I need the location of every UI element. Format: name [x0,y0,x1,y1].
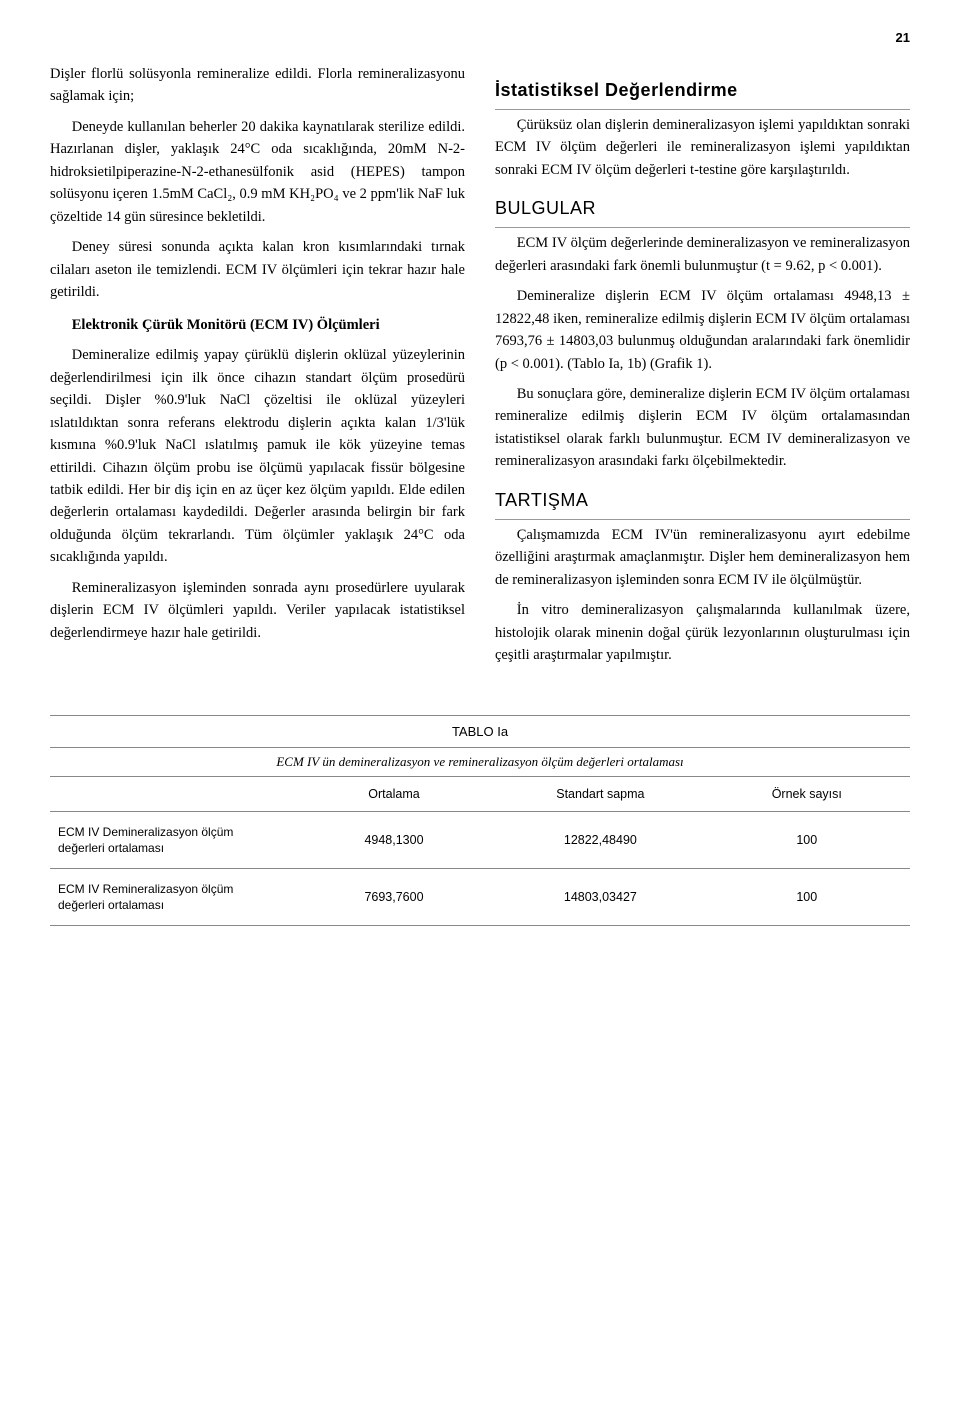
table-cell: 4948,1300 [291,811,497,868]
paragraph: ECM IV ölçüm değerlerinde demineralizasy… [495,232,910,277]
paragraph: Demineralize dişlerin ECM IV ölçüm ortal… [495,285,910,375]
table-header: Örnek sayısı [704,777,910,812]
table-row: ECM IV Remineralizasyon ölçüm değerleri … [50,868,910,925]
paragraph: Deney süresi sonunda açıkta kalan kron k… [50,236,465,303]
text-columns: Dişler florlü solüsyonla remineralize ed… [50,63,910,675]
table-1a-wrap: TABLO Ia ECM IV ün demineralizasyon ve r… [50,715,910,927]
table-cell: 100 [704,868,910,925]
table-title: TABLO Ia [50,715,910,739]
paragraph: Çürüksüz olan dişlerin demineralizasyon … [495,114,910,181]
table-subtitle: ECM IV ün demineralizasyon ve reminerali… [50,747,910,777]
table-1a: Ortalama Standart sapma Örnek sayısı ECM… [50,777,910,927]
table-header: Ortalama [291,777,497,812]
table-cell: 100 [704,811,910,868]
paragraph: Deneyde kullanılan beherler 20 dakika ka… [50,116,465,228]
table-header [50,777,291,812]
table-cell: 7693,7600 [291,868,497,925]
table-header-row: Ortalama Standart sapma Örnek sayısı [50,777,910,812]
table-cell: 14803,03427 [497,868,703,925]
paragraph: Dişler florlü solüsyonla remineralize ed… [50,63,465,108]
paragraph: Bu sonuçlara göre, demineralize dişlerin… [495,383,910,473]
table-row: ECM IV Demineralizasyon ölçüm değerleri … [50,811,910,868]
paragraph: Remineralizasyon işleminden sonrada aynı… [50,577,465,644]
table-cell: ECM IV Demineralizasyon ölçüm değerleri … [50,811,291,868]
table-cell: 12822,48490 [497,811,703,868]
heading-statistical-evaluation: İstatistiksel Değerlendirme [495,77,910,110]
heading-findings: BULGULAR [495,195,910,228]
table-header: Standart sapma [497,777,703,812]
table-cell: ECM IV Remineralizasyon ölçüm değerleri … [50,868,291,925]
paragraph: Çalışmamızda ECM IV'ün remineralizasyonu… [495,524,910,591]
right-column: İstatistiksel Değerlendirme Çürüksüz ola… [495,63,910,675]
subheading-ecm-measurements: Elektronik Çürük Monitörü (ECM IV) Ölçüm… [50,314,465,336]
left-column: Dişler florlü solüsyonla remineralize ed… [50,63,465,675]
page-number: 21 [50,30,910,45]
paragraph: Demineralize edilmiş yapay çürüklü dişle… [50,344,465,569]
heading-discussion: TARTIŞMA [495,487,910,520]
paragraph: İn vitro demineralizasyon çalışmalarında… [495,599,910,666]
